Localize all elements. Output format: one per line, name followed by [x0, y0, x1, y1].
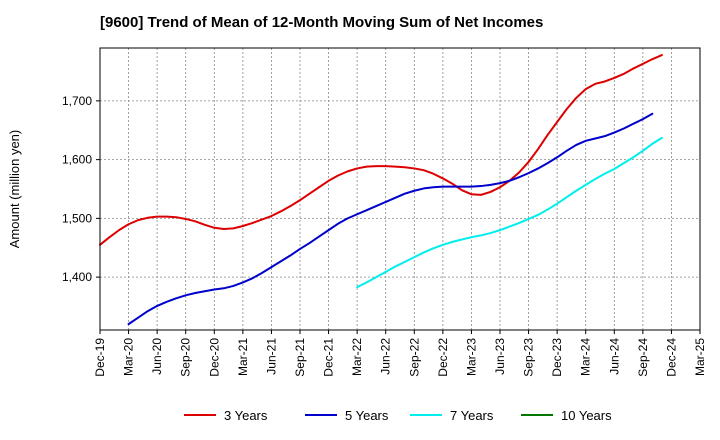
y-tick-label: 1,600 — [62, 153, 92, 167]
y-tick-label: 1,700 — [62, 94, 92, 108]
chart-title: [9600] Trend of Mean of 12-Month Moving … — [100, 14, 544, 31]
x-tick-label: Dec-23 — [550, 338, 564, 377]
x-tick-label: Jun-21 — [264, 338, 278, 375]
x-tick-label: Mar-21 — [236, 338, 250, 376]
x-tick-label: Mar-20 — [122, 338, 136, 376]
x-tick-label: Dec-22 — [436, 338, 450, 377]
x-tick-label: Sep-20 — [179, 338, 193, 377]
x-tick-label: Mar-25 — [693, 338, 707, 376]
x-tick-label: Sep-22 — [407, 338, 421, 377]
x-tick-label: Jun-24 — [607, 338, 621, 375]
x-tick-label: Dec-20 — [207, 338, 221, 377]
x-tick-label: Mar-24 — [579, 338, 593, 376]
legend-label: 3 Years — [224, 408, 268, 423]
series-line-3-years — [99, 54, 663, 246]
y-axis-ticks: 1,400 1,500 1,600 1,700 — [62, 94, 100, 284]
legend-label: 5 Years — [345, 408, 389, 423]
x-tick-label: Sep-21 — [293, 338, 307, 377]
x-tick-label: Jun-20 — [150, 338, 164, 375]
x-tick-label: Dec-21 — [322, 338, 336, 377]
x-axis-ticks: Dec-19 Mar-20 Jun-20 Sep-20 Dec-20 Mar-21 Jun-… — [93, 330, 707, 377]
grid-lines — [99, 48, 701, 330]
series-lines — [99, 54, 663, 326]
x-tick-label: Jun-22 — [379, 338, 393, 375]
x-tick-label: Sep-23 — [522, 338, 536, 377]
plot-frame — [99, 47, 701, 331]
series-line-7-years — [356, 136, 663, 289]
x-tick-label: Mar-22 — [350, 338, 364, 376]
x-tick-label: Mar-23 — [464, 338, 478, 376]
series-line-5-years — [127, 112, 654, 326]
x-tick-label: Sep-24 — [636, 338, 650, 377]
y-tick-label: 1,500 — [62, 211, 92, 225]
plot-area — [100, 48, 700, 330]
y-axis-title: Amount (million yen) — [7, 130, 22, 249]
x-tick-label: Jun-23 — [493, 338, 507, 375]
legend-label: 7 Years — [450, 408, 494, 423]
legend: 3 Years 5 Years 7 Years 10 Years — [184, 408, 612, 423]
y-tick-label: 1,400 — [62, 270, 92, 284]
x-tick-label: Dec-19 — [93, 338, 107, 377]
x-tick-label: Dec-24 — [664, 338, 678, 377]
legend-label: 10 Years — [561, 408, 612, 423]
